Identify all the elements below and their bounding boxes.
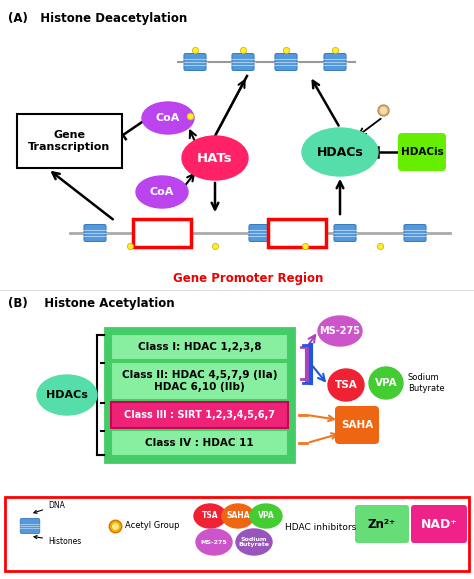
Text: MS-275: MS-275 bbox=[319, 326, 361, 336]
Text: CoA: CoA bbox=[150, 187, 174, 197]
Text: Acetyl Group: Acetyl Group bbox=[125, 522, 180, 530]
FancyBboxPatch shape bbox=[111, 430, 288, 456]
Text: HATs: HATs bbox=[197, 152, 233, 164]
Text: Histones: Histones bbox=[34, 536, 81, 546]
Ellipse shape bbox=[182, 136, 248, 180]
FancyBboxPatch shape bbox=[249, 225, 271, 241]
FancyBboxPatch shape bbox=[411, 505, 467, 543]
FancyBboxPatch shape bbox=[105, 328, 294, 462]
FancyBboxPatch shape bbox=[335, 406, 379, 444]
Ellipse shape bbox=[236, 529, 272, 555]
Ellipse shape bbox=[250, 504, 282, 528]
Text: (B)    Histone Acetylation: (B) Histone Acetylation bbox=[8, 297, 174, 310]
Ellipse shape bbox=[328, 369, 364, 401]
FancyBboxPatch shape bbox=[159, 225, 181, 241]
Text: Class III : SIRT 1,2,3,4,5,6,7: Class III : SIRT 1,2,3,4,5,6,7 bbox=[124, 410, 275, 420]
Text: CoA: CoA bbox=[156, 113, 180, 123]
FancyBboxPatch shape bbox=[84, 225, 106, 241]
Text: TSA: TSA bbox=[335, 380, 357, 390]
Text: MS-275: MS-275 bbox=[201, 540, 228, 544]
FancyBboxPatch shape bbox=[111, 362, 288, 400]
FancyBboxPatch shape bbox=[184, 53, 206, 71]
Text: NAD⁺: NAD⁺ bbox=[420, 518, 457, 530]
Text: Class II: HDAC 4,5,7,9 (IIa)
HDAC 6,10 (IIb): Class II: HDAC 4,5,7,9 (IIa) HDAC 6,10 (… bbox=[122, 370, 277, 392]
Ellipse shape bbox=[302, 128, 378, 176]
FancyBboxPatch shape bbox=[5, 497, 469, 571]
Ellipse shape bbox=[318, 316, 362, 346]
FancyBboxPatch shape bbox=[324, 53, 346, 71]
Text: HDAC inhibitors: HDAC inhibitors bbox=[285, 523, 356, 533]
Ellipse shape bbox=[37, 375, 97, 415]
FancyBboxPatch shape bbox=[17, 114, 122, 168]
Text: SAHA: SAHA bbox=[226, 511, 250, 521]
Text: Class I: HDAC 1,2,3,8: Class I: HDAC 1,2,3,8 bbox=[138, 342, 261, 352]
Text: Gene
Transcription: Gene Transcription bbox=[28, 130, 110, 152]
FancyBboxPatch shape bbox=[133, 219, 191, 247]
FancyBboxPatch shape bbox=[275, 53, 297, 71]
FancyBboxPatch shape bbox=[20, 519, 40, 533]
Text: Sodium
Butyrate: Sodium Butyrate bbox=[238, 537, 270, 547]
Text: Gene Promoter Region: Gene Promoter Region bbox=[173, 272, 323, 285]
FancyBboxPatch shape bbox=[268, 219, 326, 247]
FancyBboxPatch shape bbox=[355, 505, 409, 543]
Text: VPA: VPA bbox=[258, 511, 274, 521]
Ellipse shape bbox=[142, 102, 194, 134]
Text: Sodium
Butyrate: Sodium Butyrate bbox=[408, 373, 445, 393]
Text: HDACs: HDACs bbox=[46, 390, 88, 400]
Ellipse shape bbox=[222, 504, 254, 528]
FancyBboxPatch shape bbox=[111, 334, 288, 360]
FancyBboxPatch shape bbox=[334, 225, 356, 241]
FancyBboxPatch shape bbox=[111, 402, 288, 428]
FancyBboxPatch shape bbox=[232, 53, 254, 71]
Text: HDACis: HDACis bbox=[401, 147, 443, 157]
FancyBboxPatch shape bbox=[404, 225, 426, 241]
Text: DNA: DNA bbox=[34, 501, 65, 514]
FancyBboxPatch shape bbox=[398, 133, 446, 171]
Text: SAHA: SAHA bbox=[341, 420, 373, 430]
Text: VPA: VPA bbox=[374, 378, 397, 388]
Text: (A)   Histone Deacetylation: (A) Histone Deacetylation bbox=[8, 12, 187, 25]
Text: Class IV : HDAC 11: Class IV : HDAC 11 bbox=[145, 438, 254, 448]
Text: TSA: TSA bbox=[202, 511, 219, 521]
Ellipse shape bbox=[136, 176, 188, 208]
Text: Zn²⁺: Zn²⁺ bbox=[368, 518, 396, 530]
Text: HDACs: HDACs bbox=[317, 145, 364, 159]
Ellipse shape bbox=[194, 504, 226, 528]
Ellipse shape bbox=[196, 529, 232, 555]
Ellipse shape bbox=[369, 367, 403, 399]
